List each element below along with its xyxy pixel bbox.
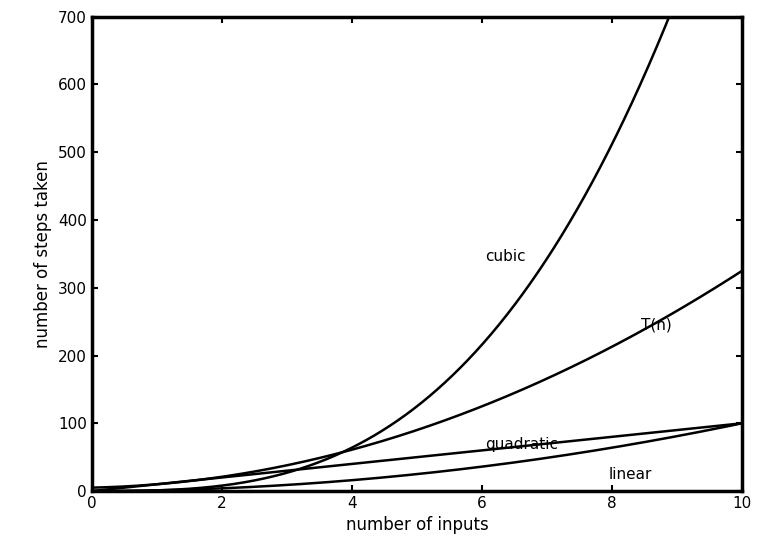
Text: quadratic: quadratic xyxy=(485,437,558,452)
Y-axis label: number of steps taken: number of steps taken xyxy=(34,160,52,348)
Text: cubic: cubic xyxy=(485,249,526,264)
X-axis label: number of inputs: number of inputs xyxy=(346,517,488,535)
Text: linear: linear xyxy=(609,467,652,482)
Text: T(n): T(n) xyxy=(641,318,672,333)
